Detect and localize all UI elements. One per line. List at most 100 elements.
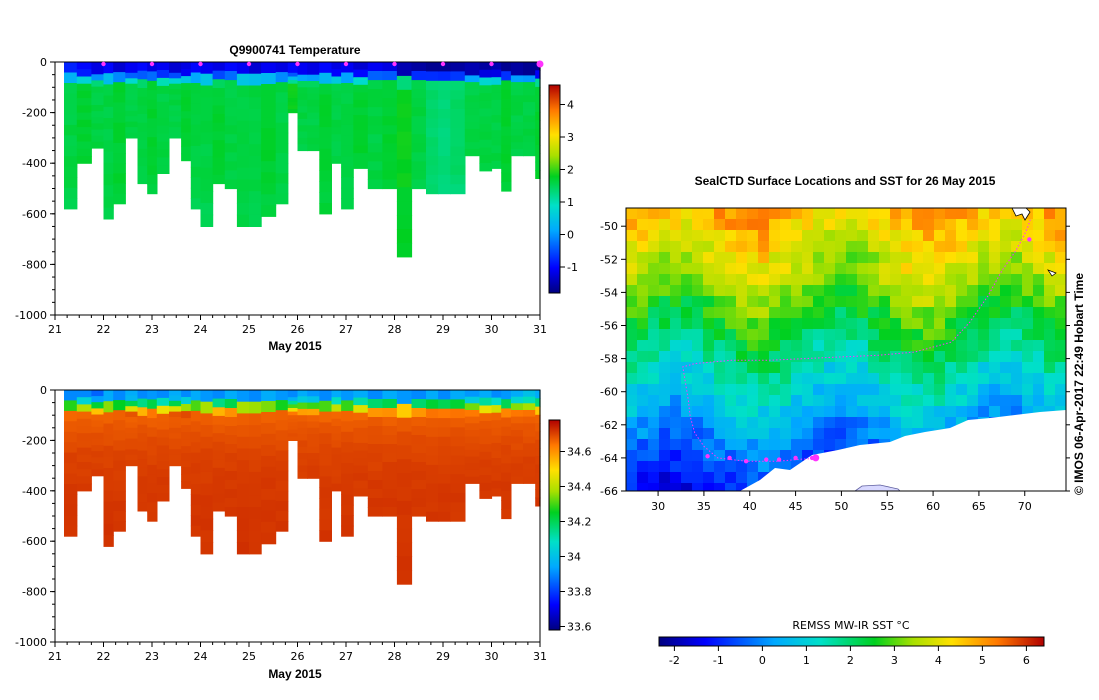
profile-cell bbox=[491, 405, 502, 414]
profile-cell bbox=[426, 502, 439, 513]
profile-cell bbox=[275, 153, 289, 164]
profile-cell bbox=[249, 460, 262, 473]
profile-cell bbox=[367, 417, 383, 427]
profile-cell bbox=[200, 542, 214, 555]
sst-cell bbox=[846, 208, 858, 220]
profile-cell bbox=[307, 99, 320, 107]
sst-cell bbox=[923, 373, 935, 385]
profile-cell bbox=[426, 427, 439, 438]
sst-cell bbox=[802, 373, 814, 385]
profile-cell bbox=[438, 71, 451, 82]
profile-cell bbox=[411, 116, 427, 126]
sst-cell bbox=[791, 263, 803, 275]
profile-cell bbox=[147, 118, 158, 129]
profile-cell bbox=[331, 418, 342, 427]
profile-cell bbox=[353, 115, 369, 124]
profile-cell bbox=[64, 145, 78, 157]
sst-cell bbox=[692, 340, 704, 352]
profile-cell bbox=[125, 110, 138, 117]
sst-cell bbox=[923, 340, 935, 352]
profile-cell bbox=[426, 399, 439, 410]
sst-cell bbox=[802, 263, 814, 275]
profile-cell bbox=[319, 105, 332, 117]
sst-cell bbox=[857, 296, 869, 308]
profile-cell bbox=[113, 122, 126, 134]
profile-cell bbox=[236, 460, 250, 473]
profile-cell bbox=[137, 88, 148, 98]
x-tick-label: 30 bbox=[485, 323, 499, 336]
profile-cell bbox=[479, 116, 493, 125]
sst-cell bbox=[758, 241, 770, 253]
profile-cell bbox=[125, 390, 138, 396]
profile-cell bbox=[319, 498, 332, 510]
profile-cell bbox=[491, 427, 502, 436]
sst-cell bbox=[780, 362, 792, 374]
profile-cell bbox=[113, 183, 126, 195]
sst-cell bbox=[835, 274, 847, 286]
profile-cell bbox=[181, 153, 192, 162]
profile-cell bbox=[331, 156, 342, 164]
profile-cell bbox=[64, 400, 78, 412]
sst-cell bbox=[736, 307, 748, 319]
profile-cell bbox=[501, 181, 512, 192]
sst-cell bbox=[956, 417, 968, 429]
profile-cell bbox=[64, 72, 78, 84]
sst-cell bbox=[802, 307, 814, 319]
profile-cell bbox=[450, 464, 466, 475]
profile-cell bbox=[200, 507, 214, 520]
profile-cell bbox=[91, 451, 105, 458]
sst-cell bbox=[637, 384, 649, 396]
sst-cell bbox=[923, 307, 935, 319]
profile-cell bbox=[76, 83, 92, 92]
sst-cell bbox=[978, 362, 990, 374]
profile-cell bbox=[169, 454, 182, 461]
sst-cell bbox=[857, 384, 869, 396]
profile-cell bbox=[438, 174, 451, 185]
profile-cell bbox=[91, 98, 105, 106]
sst-cell bbox=[978, 208, 990, 220]
profile-cell bbox=[535, 128, 541, 138]
sst-cell bbox=[725, 274, 737, 286]
profile-cell bbox=[297, 93, 308, 101]
sst-cell bbox=[769, 373, 781, 385]
profile-cell bbox=[367, 399, 383, 409]
profile-cell bbox=[382, 435, 398, 445]
profile-cell bbox=[450, 390, 466, 400]
profile-cell bbox=[212, 140, 226, 150]
profile-cell bbox=[91, 123, 105, 131]
sst-cell bbox=[813, 439, 825, 451]
sst-cell bbox=[659, 384, 671, 396]
profile-cell bbox=[382, 143, 398, 153]
profile-cell bbox=[341, 72, 354, 84]
sst-cell bbox=[923, 351, 935, 363]
sst-cell bbox=[769, 230, 781, 242]
profile-cell bbox=[200, 97, 214, 110]
sst-cell bbox=[769, 219, 781, 231]
sst-cell bbox=[912, 329, 924, 341]
sst-cell bbox=[736, 285, 748, 297]
profile-cell bbox=[137, 105, 148, 115]
profile-cell bbox=[426, 493, 439, 503]
sst-cell bbox=[901, 307, 913, 319]
sst-cell bbox=[659, 340, 671, 352]
profile-cell bbox=[510, 430, 524, 438]
sst-cell bbox=[835, 296, 847, 308]
profile-cell bbox=[200, 448, 214, 461]
profile-cell bbox=[426, 90, 439, 101]
sst-cell bbox=[670, 285, 682, 297]
profile-cell bbox=[212, 502, 226, 512]
sst-cell bbox=[692, 472, 704, 484]
profile-cell bbox=[523, 403, 536, 411]
sst-cell bbox=[813, 274, 825, 286]
profile-cell bbox=[382, 507, 398, 517]
sst-cell bbox=[780, 373, 792, 385]
surface-location-marker bbox=[727, 455, 732, 461]
profile-cell bbox=[479, 451, 493, 461]
profile-cell bbox=[319, 148, 332, 161]
sst-cell bbox=[813, 307, 825, 319]
profile-cell bbox=[261, 172, 277, 184]
profile-cell bbox=[341, 494, 354, 506]
sst-cell bbox=[714, 307, 726, 319]
profile-cell bbox=[200, 390, 214, 403]
profile-cell bbox=[103, 151, 114, 164]
